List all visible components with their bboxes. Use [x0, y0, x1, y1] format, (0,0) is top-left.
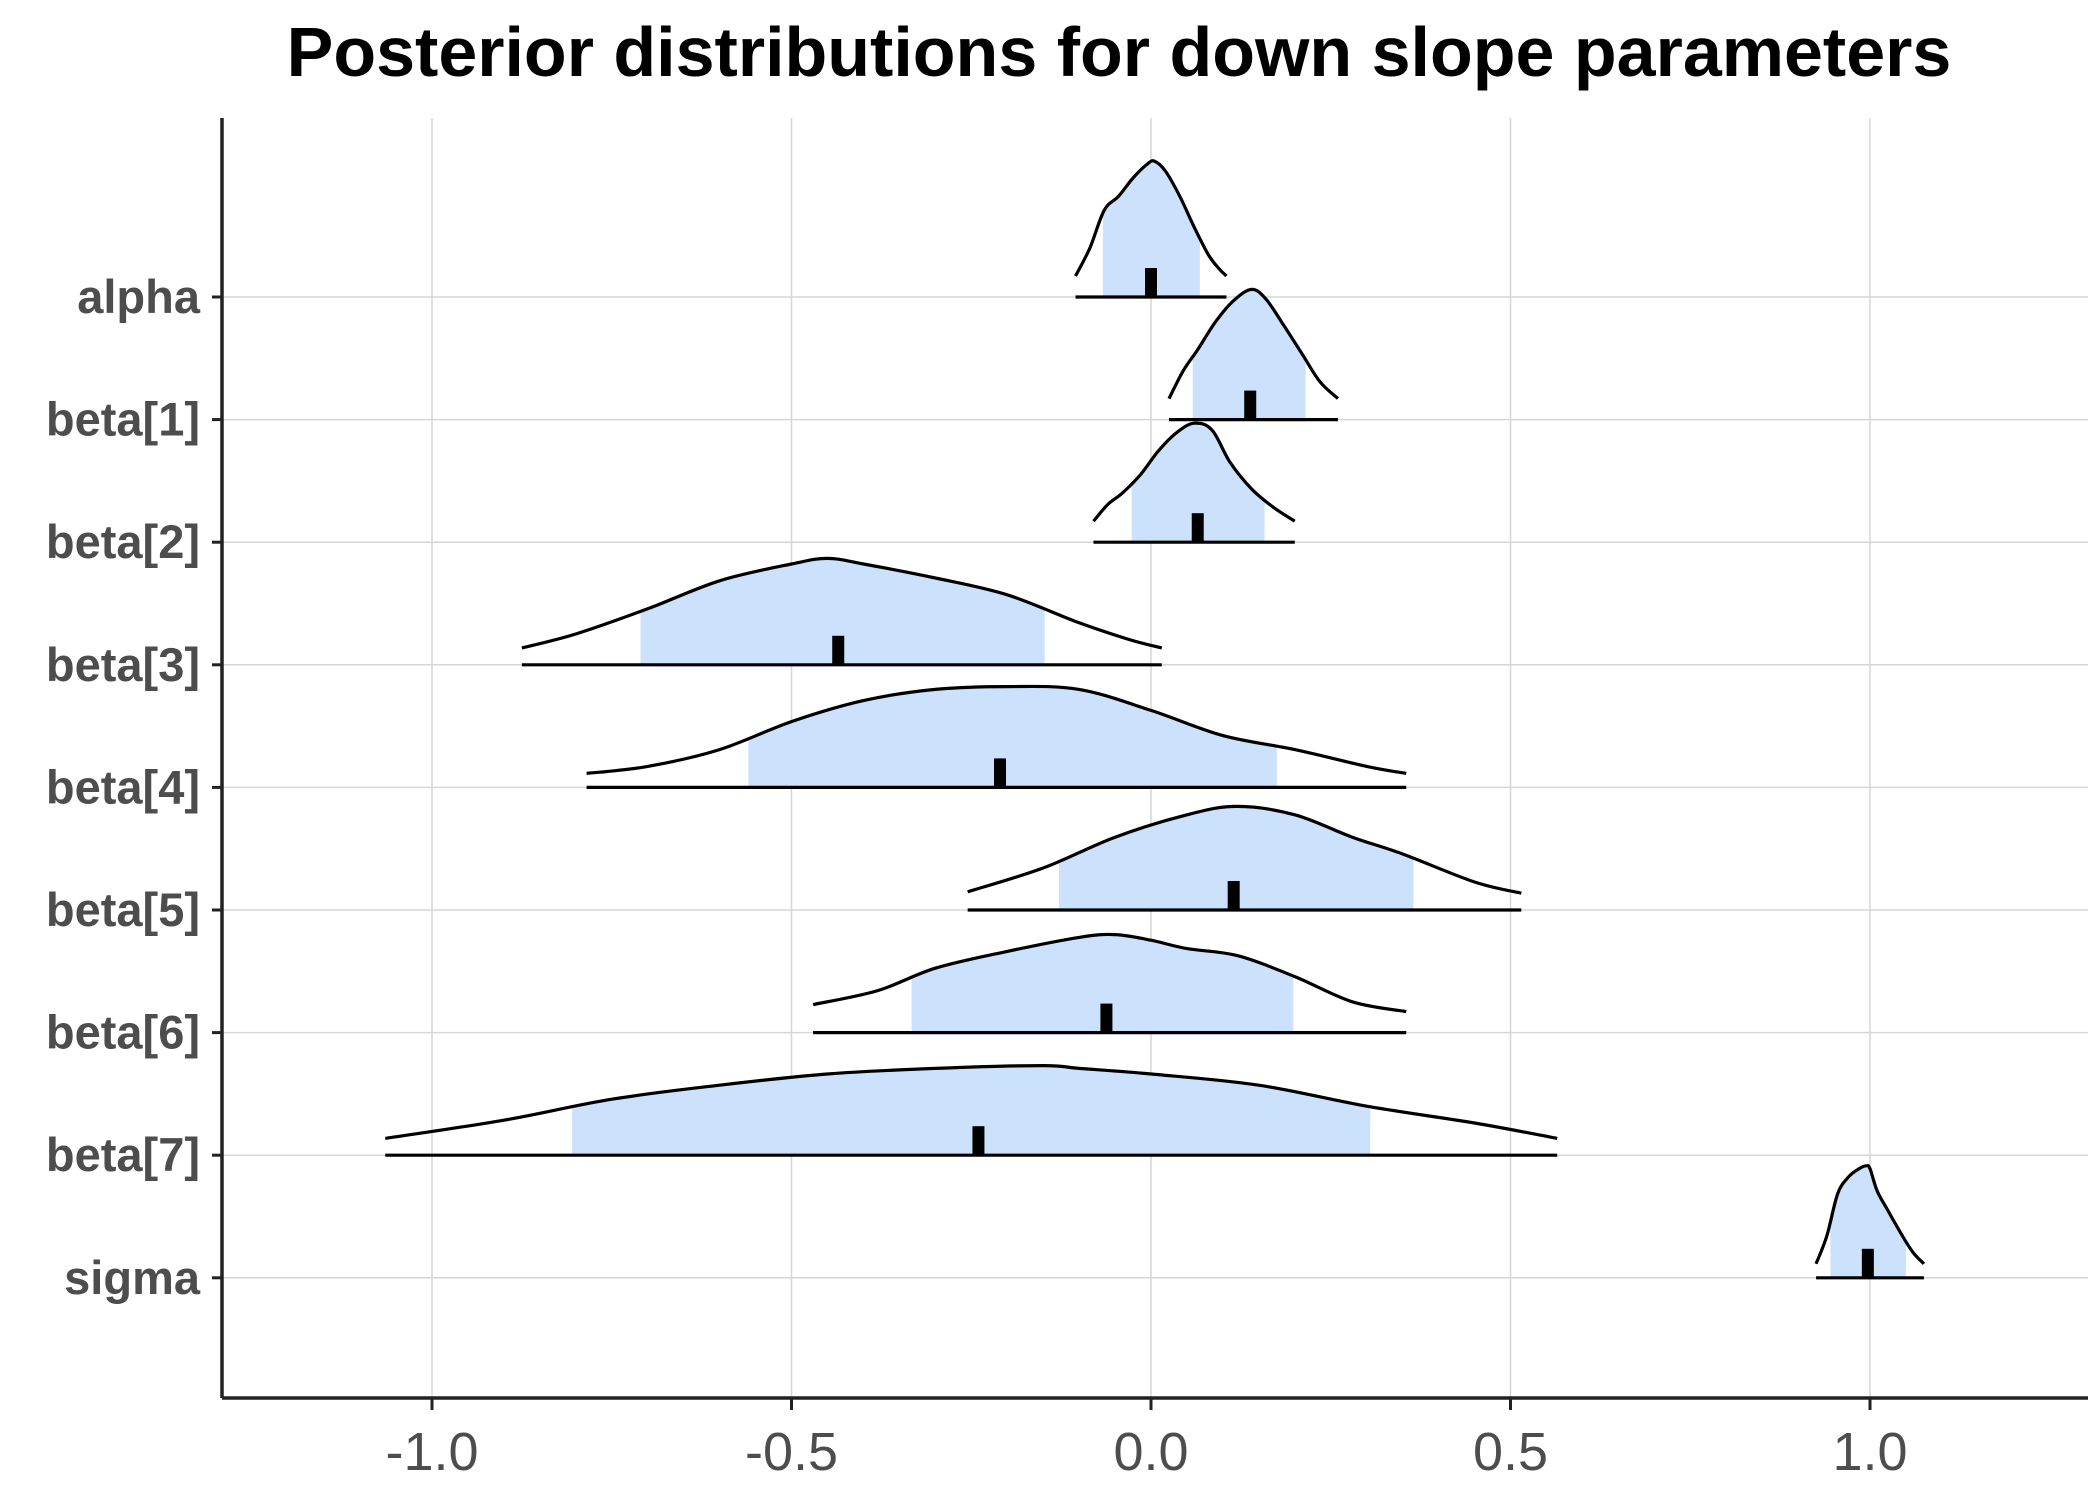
x-tick-label: 1.0 [1832, 1422, 1907, 1482]
y-tick-label: alpha [77, 270, 201, 323]
median-marker [832, 635, 845, 665]
chart-title: Posterior distributions for down slope p… [287, 13, 1952, 91]
ridge-beta2 [1092, 421, 1296, 544]
density-curve [1074, 159, 1228, 278]
x-tick-label: 0.0 [1113, 1422, 1188, 1482]
credible-interval-area [1058, 806, 1414, 910]
median-marker [972, 1126, 985, 1156]
y-tick-label: beta[5] [46, 883, 200, 936]
credible-interval-area [572, 1065, 1371, 1156]
credible-interval-area [1830, 1165, 1906, 1278]
density-curve [1092, 421, 1296, 523]
x-tick-label: 0.5 [1473, 1422, 1548, 1482]
ridge-beta1 [1167, 287, 1340, 422]
credible-interval-area [1102, 161, 1200, 297]
ridge-layer [385, 159, 1926, 1280]
density-curve [967, 804, 1522, 895]
median-marker [1100, 1003, 1113, 1033]
credible-interval-area [640, 558, 1045, 665]
density-curve [586, 684, 1407, 775]
ridge-beta3 [521, 556, 1163, 667]
axis-layer: alpha beta[1] beta[2] beta[3] beta[4] beta[5]… [46, 118, 2088, 1482]
ridge-sigma [1814, 1163, 1926, 1280]
density-curve [812, 932, 1407, 1014]
median-marker [1861, 1248, 1874, 1278]
density-curve [1167, 287, 1340, 400]
ridge-alpha [1074, 159, 1228, 299]
ridge-beta5 [967, 804, 1522, 912]
ridge-beta7 [385, 1064, 1558, 1157]
median-marker [1244, 390, 1257, 420]
median-marker [1191, 513, 1204, 543]
y-tick-label: beta[2] [46, 515, 200, 568]
x-tick-label: -1.0 [385, 1422, 478, 1482]
median-marker [994, 758, 1007, 788]
y-tick-label: beta[3] [46, 638, 200, 691]
x-tick-label: -0.5 [745, 1422, 838, 1482]
density-curve [385, 1064, 1558, 1140]
credible-interval-area [1192, 289, 1306, 420]
y-tick-label: beta[1] [46, 393, 200, 446]
median-marker [1145, 268, 1157, 297]
credible-interval-area [911, 934, 1294, 1033]
credible-interval-area [1131, 423, 1265, 543]
density-curve [521, 556, 1163, 650]
density-curve [1814, 1163, 1926, 1265]
y-tick-label: beta[6] [46, 1006, 200, 1059]
y-tick-label: sigma [64, 1251, 201, 1304]
ridge-beta6 [812, 932, 1407, 1035]
y-tick-label: beta[4] [46, 760, 200, 813]
credible-interval-area [748, 686, 1277, 788]
median-marker [1227, 881, 1240, 910]
y-tick-label: beta[7] [46, 1128, 200, 1181]
ridge-beta4 [586, 684, 1407, 790]
